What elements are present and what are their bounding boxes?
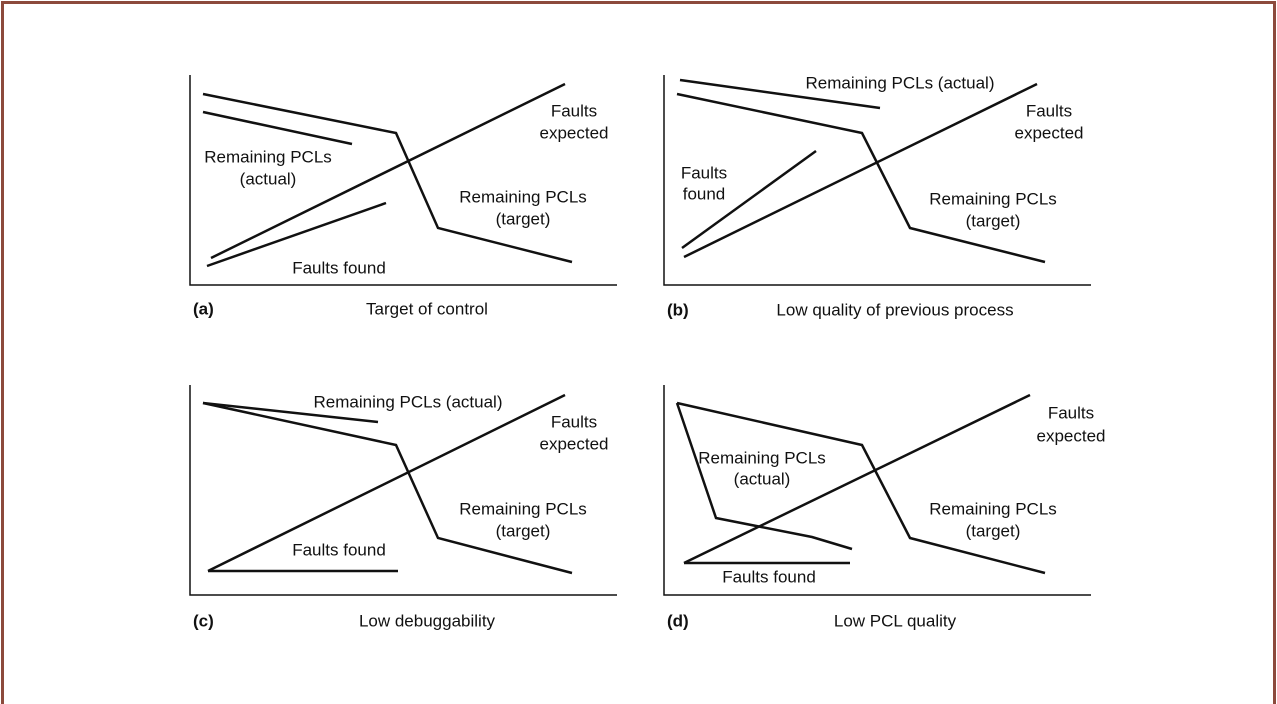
remaining-target-line (202, 401, 573, 575)
annotation: expected (1015, 123, 1084, 142)
annotation: Faults (1048, 403, 1094, 422)
annotation: (target) (496, 521, 551, 540)
remaining-target-line (202, 92, 573, 264)
annotation: Remaining PCLs (929, 189, 1057, 208)
panel-caption: Target of control (366, 299, 488, 318)
faults-expected-line (207, 393, 566, 573)
annotation: expected (540, 123, 609, 142)
panel-c: Remaining PCLs (actual) Faults expected … (189, 385, 617, 630)
annotation: (target) (966, 211, 1021, 230)
annotation: Faults (681, 163, 727, 182)
faults-expected-line (683, 82, 1038, 259)
annotation: Remaining PCLs (459, 187, 587, 206)
annotation: (target) (496, 209, 551, 228)
panel-caption: Low debuggability (359, 611, 496, 630)
annotation: (actual) (734, 469, 791, 488)
annotation: Faults found (722, 567, 816, 586)
remaining-target-line (676, 401, 1046, 575)
panel-label: (b) (667, 300, 689, 319)
axes (189, 75, 617, 286)
panel-label: (c) (193, 611, 214, 630)
axes (189, 385, 617, 596)
annotation: Faults found (292, 540, 386, 559)
annotation: Remaining PCLs (actual) (806, 73, 995, 92)
panel-d: Faults expected Remaining PCLs (actual) … (663, 385, 1106, 630)
panel-caption: Low quality of previous process (776, 300, 1013, 319)
panel-a: Faults expected Remaining PCLs (actual) … (189, 75, 617, 318)
annotation: found (683, 184, 726, 203)
annotation: Remaining PCLs (459, 499, 587, 518)
annotation: Faults (551, 101, 597, 120)
axes (663, 75, 1091, 286)
axes (663, 385, 1091, 596)
remaining-actual-line (679, 78, 881, 110)
annotation: Remaining PCLs (actual) (314, 392, 503, 411)
remaining-actual-line (675, 402, 853, 551)
faults-found-line (681, 149, 817, 250)
faults-found-line (206, 201, 387, 268)
remaining-target-line (676, 92, 1046, 264)
annotation: expected (540, 434, 609, 453)
annotation: (actual) (240, 169, 297, 188)
annotation: Faults found (292, 258, 386, 277)
annotation: Remaining PCLs (929, 499, 1057, 518)
panel-b: Remaining PCLs (actual) Faults expected … (663, 73, 1091, 319)
annotation: Faults (1026, 101, 1072, 120)
annotation: expected (1037, 426, 1106, 445)
annotation: Remaining PCLs (698, 448, 826, 467)
annotation: Remaining PCLs (204, 147, 332, 166)
panel-caption: Low PCL quality (834, 611, 957, 630)
panel-label: (d) (667, 611, 689, 630)
annotation: Faults (551, 412, 597, 431)
faults-expected-line (683, 393, 1031, 565)
panel-label: (a) (193, 299, 214, 318)
faults-expected-line (210, 82, 566, 260)
annotation: (target) (966, 521, 1021, 540)
remaining-actual-line (202, 401, 379, 424)
remaining-actual-line (202, 110, 353, 146)
